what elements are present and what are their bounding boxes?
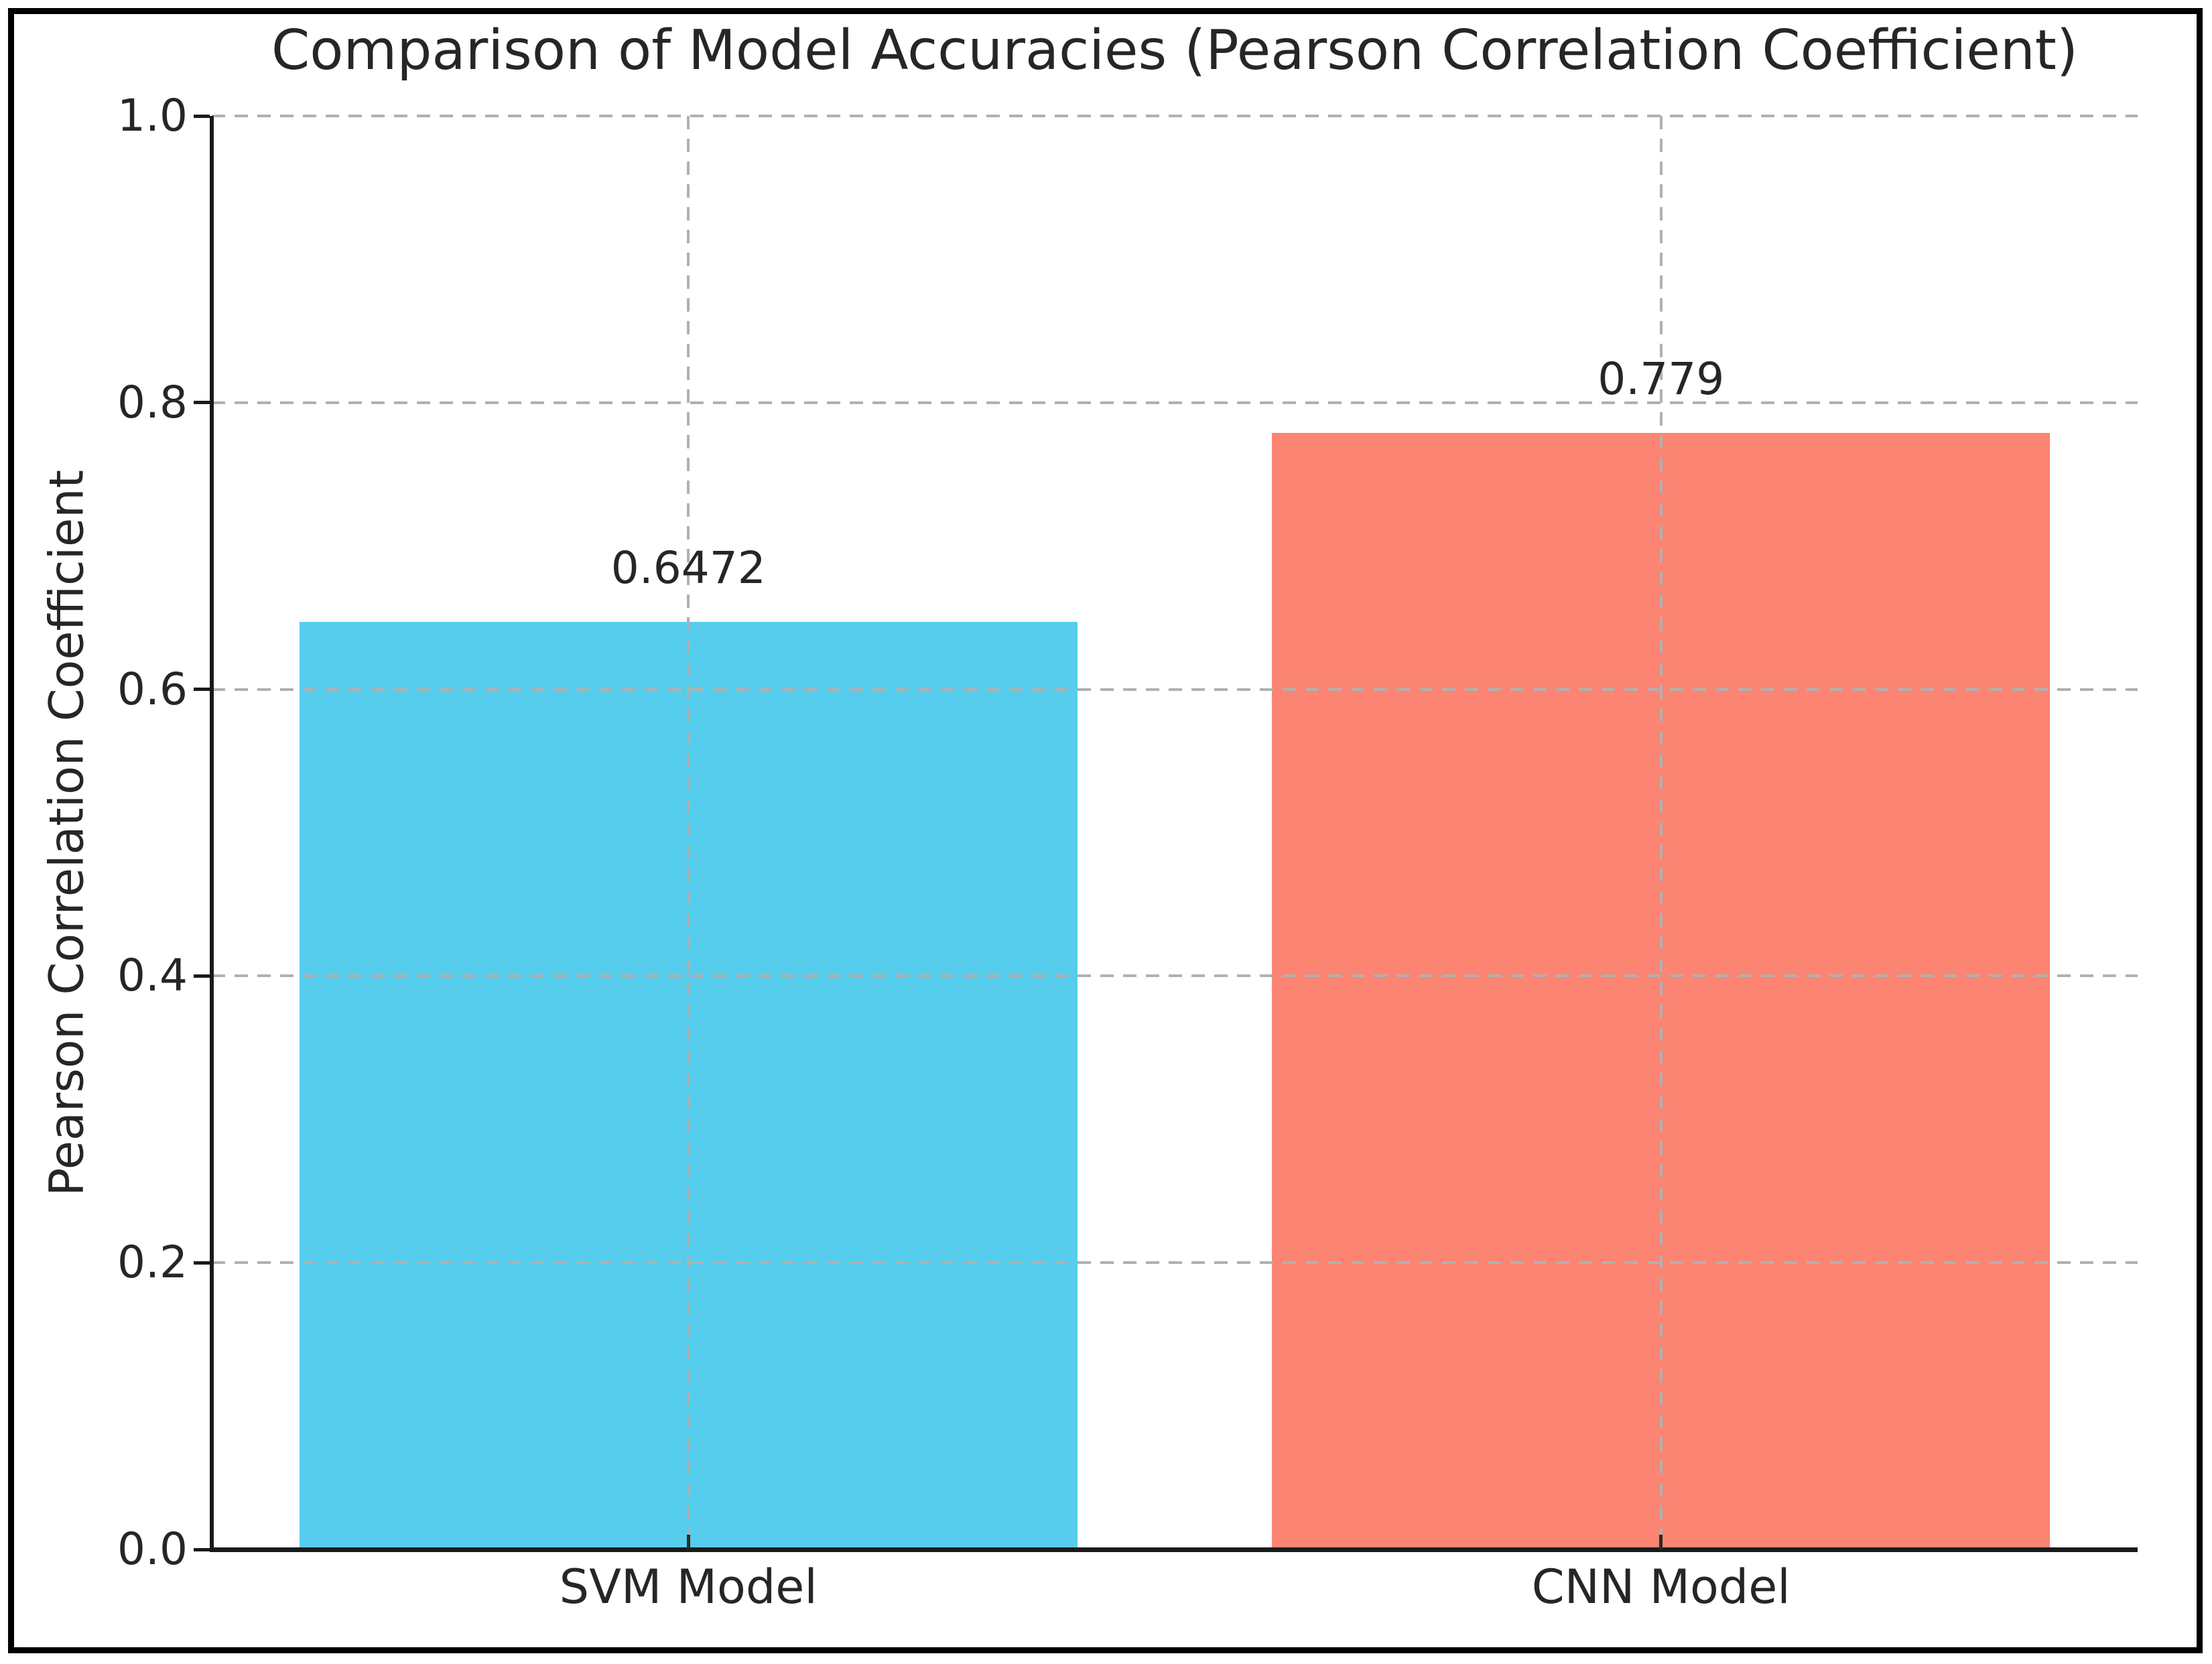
x-gridline — [687, 116, 690, 1549]
y-tick-mark — [194, 688, 210, 692]
chart-title: Comparison of Model Accuracies (Pearson … — [271, 19, 2078, 82]
y-tick-label: 0.4 — [117, 950, 188, 1002]
plot-area: 0.0 0.2 0.4 0.6 0.8 1.0 SVM Model 0.6472 CNN Mod… — [117, 94, 2138, 1614]
y-tick-label: 1.0 — [117, 90, 188, 141]
x-tick-mark — [686, 1535, 690, 1549]
x-tick-mark — [1659, 1535, 1663, 1549]
bar-value-label: 0.6472 — [610, 541, 766, 594]
x-tick-label: SVM Model — [559, 1559, 818, 1614]
x-tick-label: CNN Model — [1531, 1559, 1791, 1614]
y-gridline — [212, 974, 2138, 978]
y-tick-label: 0.0 — [117, 1523, 188, 1575]
y-tick-mark — [194, 1261, 210, 1265]
y-tick-label: 0.2 — [117, 1236, 188, 1289]
y-tick-mark — [194, 974, 210, 978]
y-gridline — [212, 401, 2138, 404]
y-tick-label: 0.8 — [117, 376, 188, 428]
y-gridline — [212, 1261, 2138, 1265]
x-axis-spine — [210, 1547, 2138, 1552]
y-tick-mark — [194, 114, 210, 118]
y-gridline — [212, 115, 2138, 117]
y-axis-spine — [210, 116, 214, 1549]
y-tick-mark — [194, 401, 210, 405]
bar-value-label: 0.779 — [1598, 353, 1725, 405]
y-axis-label: Pearson Correlation Coefficient — [39, 470, 94, 1196]
x-gridline — [1659, 116, 1663, 1549]
y-gridline — [212, 688, 2138, 691]
y-tick-mark — [194, 1547, 210, 1551]
y-tick-label: 0.6 — [117, 663, 188, 715]
